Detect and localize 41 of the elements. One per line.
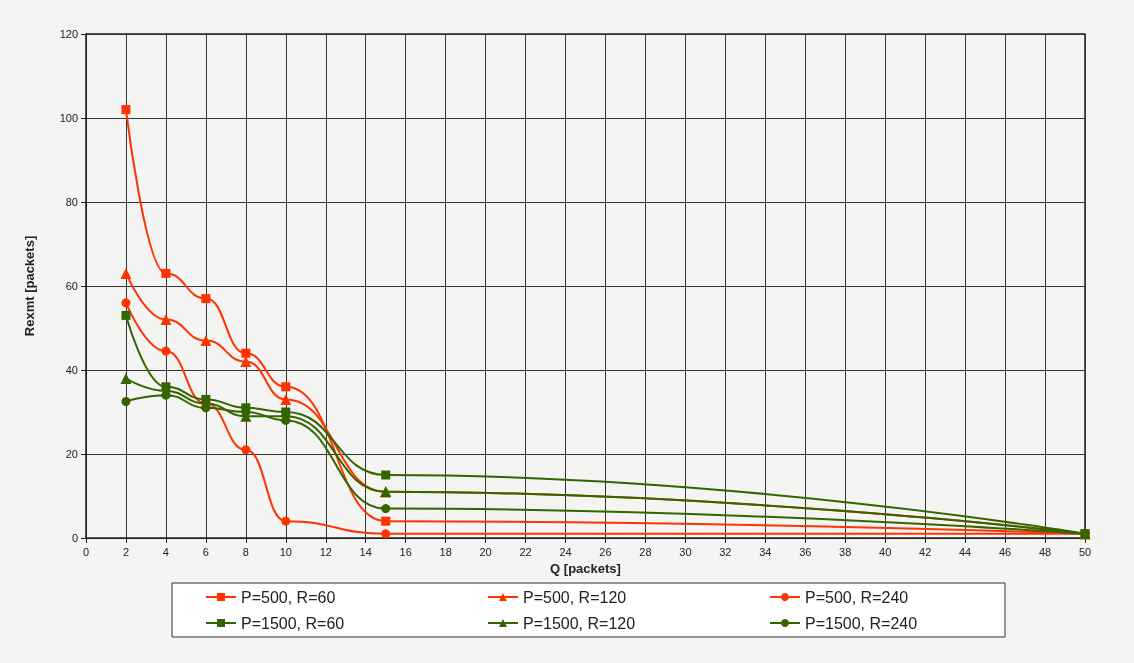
x-tick-label: 26 xyxy=(599,545,612,558)
y-tick-label: 60 xyxy=(65,280,78,292)
y-tick-label: 0 xyxy=(71,532,78,544)
legend-label: P=1500, R=120 xyxy=(523,614,636,632)
legend-label: P=500, R=120 xyxy=(523,588,627,606)
y-tick-label: 120 xyxy=(59,28,78,40)
x-tick-label: 14 xyxy=(359,545,372,558)
x-tick-label: 16 xyxy=(399,545,412,558)
x-tick-label: 22 xyxy=(519,545,532,558)
y-tick-label: 40 xyxy=(65,364,78,376)
x-tick-label: 28 xyxy=(639,545,652,558)
x-tick-label: 0 xyxy=(82,545,90,558)
x-tick-label: 38 xyxy=(839,545,852,558)
y-tick-label: 80 xyxy=(65,196,78,208)
x-tick-label: 34 xyxy=(759,545,772,558)
x-tick-label: 2 xyxy=(122,545,130,558)
x-tick-label: 24 xyxy=(559,545,572,558)
x-tick-label: 46 xyxy=(998,545,1012,558)
legend-label: P=1500, R=240 xyxy=(805,614,918,632)
legend-label: P=500, R=240 xyxy=(805,588,909,606)
legend-label: P=500, R=60 xyxy=(241,588,336,606)
x-tick-label: 40 xyxy=(879,545,892,558)
x-tick-label: 44 xyxy=(958,545,972,558)
x-tick-label: 12 xyxy=(319,545,332,558)
x-tick-label: 36 xyxy=(799,545,812,558)
legend-label: P=1500, R=60 xyxy=(241,614,345,632)
x-tick-label: 8 xyxy=(242,545,249,558)
x-tick-label: 50 xyxy=(1078,545,1092,558)
x-tick-label: 4 xyxy=(162,545,169,558)
x-axis-title: Q [packets] xyxy=(550,560,621,576)
x-tick-label: 10 xyxy=(279,545,292,558)
x-tick-label: 48 xyxy=(1038,545,1052,558)
x-tick-label: 42 xyxy=(919,545,932,558)
x-tick-label: 30 xyxy=(679,545,692,558)
x-tick-label: 20 xyxy=(479,545,492,558)
y-tick-label: 100 xyxy=(59,112,78,124)
x-tick-label: 6 xyxy=(202,545,209,558)
y-axis-title: Rexmt [packets] xyxy=(22,235,37,337)
x-tick-label: 32 xyxy=(719,545,732,558)
y-tick-label: 20 xyxy=(65,448,78,460)
x-tick-label: 18 xyxy=(439,545,452,558)
